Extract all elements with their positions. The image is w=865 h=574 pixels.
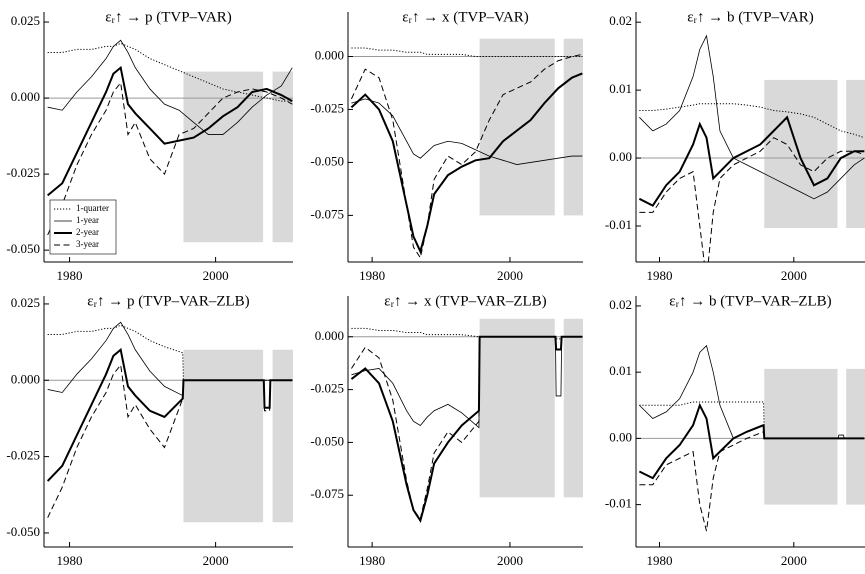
x-tick-label: 2000 (781, 553, 807, 568)
series-line (47, 81, 293, 236)
series-line (638, 115, 865, 207)
series-line (350, 72, 583, 255)
y-tick-label: 0.000 (315, 47, 344, 62)
y-tick-label: -0.050 (6, 241, 40, 256)
shaded-region (183, 71, 264, 243)
x-tick-label: 2000 (781, 268, 807, 283)
y-tick-label: 0.00 (609, 149, 632, 164)
shaded-region (764, 368, 838, 505)
y-tick-label: -0.025 (310, 100, 344, 115)
panel: -0.01 0.00 0.01 0.02 1980 2000 εᵣ↑ → b (TVP–VA… (605, 9, 865, 283)
legend-label: 3-year (76, 239, 99, 249)
panel: -0.075 -0.050 -0.025 0.000 1980 2000 εᵣ↑ → x (… (310, 9, 583, 283)
shaded-region (479, 38, 555, 216)
y-tick-label: -0.050 (310, 433, 344, 448)
panel-title: εᵣ↑ → p (TVP–VAR) (105, 9, 232, 25)
series-line (639, 34, 865, 200)
y-tick-label: 0.025 (11, 13, 40, 28)
x-tick-label: 2000 (203, 268, 229, 283)
x-tick-label: 1980 (647, 553, 673, 568)
shaded-region (479, 318, 555, 498)
legend-label: 2-year (76, 227, 99, 237)
legend-label: 1-year (76, 215, 99, 225)
panel-title: εᵣ↑ → b (TVP–VAR) (687, 9, 814, 25)
y-tick-label: -0.075 (310, 206, 344, 221)
shaded-region (563, 318, 583, 498)
y-tick-label: -0.025 (6, 448, 40, 463)
y-tick-label: -0.01 (605, 217, 632, 232)
y-tick-label: 0.000 (11, 89, 40, 104)
series-line (46, 347, 293, 482)
y-tick-label: 0.02 (609, 13, 632, 28)
x-tick-label: 1980 (359, 553, 385, 568)
y-tick-label: -0.025 (6, 165, 40, 180)
y-tick-label: 0.00 (609, 429, 632, 444)
y-tick-label: -0.050 (6, 524, 40, 539)
panel-title: εᵣ↑ → x (TVP–VAR) (402, 9, 529, 25)
y-tick-label: 0.01 (609, 81, 632, 96)
x-tick-label: 1980 (647, 268, 673, 283)
series-line (47, 65, 293, 197)
shaded-region (846, 368, 865, 505)
y-tick-label: 0.000 (11, 371, 40, 386)
shaded-region (272, 349, 293, 523)
panel-title: εᵣ↑ → x (TVP–VAR–ZLB) (384, 293, 546, 309)
shaded-region (764, 79, 838, 229)
y-tick-label: -0.025 (310, 381, 344, 396)
x-tick-label: 2000 (497, 268, 523, 283)
y-tick-label: 0.02 (609, 297, 632, 312)
series-line (350, 53, 583, 260)
y-tick-label: -0.075 (310, 486, 344, 501)
x-tick-label: 1980 (359, 268, 385, 283)
panel-title: εᵣ↑ → b (TVP–VAR–ZLB) (669, 293, 831, 309)
series-line (351, 336, 583, 429)
y-tick-label: -0.050 (310, 153, 344, 168)
series-line (351, 336, 583, 520)
x-tick-label: 2000 (203, 553, 229, 568)
y-tick-label: 0.01 (609, 363, 632, 378)
series-line (639, 344, 865, 439)
y-tick-label: -0.01 (605, 496, 632, 511)
panel: -0.050 -0.025 0.000 0.025 1980 2000 εᵣ↑ → p (T… (6, 9, 293, 283)
series-line (351, 327, 583, 340)
x-tick-label: 2000 (497, 553, 523, 568)
series-line (47, 363, 293, 518)
series-line (47, 39, 293, 135)
shaded-region (563, 38, 583, 216)
series-line (639, 401, 865, 439)
panel: -0.050 -0.025 0.000 0.025 1980 2000 εᵣ↑ → p (T… (6, 293, 293, 568)
y-tick-label: 0.000 (315, 328, 344, 343)
series-line (47, 321, 293, 397)
shaded-region (183, 349, 264, 523)
legend-label: 1-quarter (76, 203, 109, 213)
series-line (639, 137, 865, 262)
shaded-region (272, 71, 293, 243)
panel: -0.075 -0.050 -0.025 0.000 1980 2000 εᵣ↑ → x (… (310, 293, 583, 568)
series-line (638, 402, 865, 480)
series-line (639, 431, 865, 532)
panel-title: εᵣ↑ → p (TVP–VAR–ZLB) (87, 293, 249, 309)
panel: -0.01 0.00 0.01 0.02 1980 2000 εᵣ↑ → b (TVP–VA… (605, 293, 865, 568)
series-line (639, 103, 865, 139)
shaded-region (846, 79, 865, 229)
series-line (350, 335, 583, 524)
series-line (351, 98, 583, 165)
x-tick-label: 1980 (57, 268, 83, 283)
x-tick-label: 1980 (57, 553, 83, 568)
y-tick-label: 0.025 (11, 295, 40, 310)
